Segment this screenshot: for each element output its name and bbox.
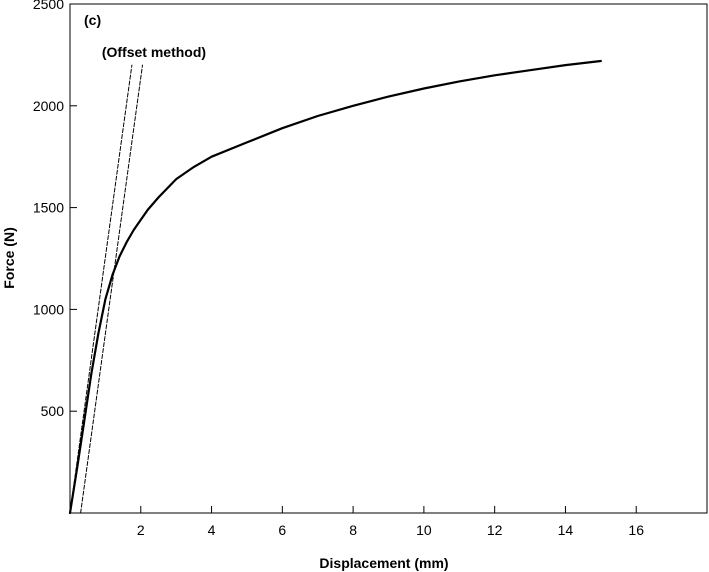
offset-line-1 — [69, 64, 133, 514]
x-tick-label: 14 — [558, 522, 574, 538]
plot-frame — [69, 3, 708, 514]
tick-layer — [70, 3, 637, 513]
offset-method-annotation: (Offset method) — [102, 44, 206, 60]
x-axis-title: Displacement (mm) — [319, 555, 448, 571]
offset-line-2 — [80, 64, 143, 514]
x-tick-label: 12 — [487, 522, 503, 538]
x-tick-label: 4 — [208, 522, 216, 538]
y-axis-title: Force (N) — [1, 227, 17, 288]
force-curve — [68, 59, 602, 515]
x-tick-label: 16 — [628, 522, 644, 538]
series-layer — [68, 59, 602, 515]
y-tick-label: 2000 — [33, 98, 64, 114]
tick-label-layer: 2 4 6 8 10 12 14 16 500 1000 1500 2000 2500 — [33, 0, 644, 538]
y-tick-label: 500 — [41, 403, 65, 419]
y-tick-label: 1500 — [33, 200, 64, 216]
x-tick-label: 10 — [416, 522, 432, 538]
x-tick-label: 6 — [278, 522, 286, 538]
x-tick-label: 2 — [137, 522, 145, 538]
panel-label: (c) — [84, 12, 101, 28]
y-tick-label: 2500 — [33, 0, 64, 12]
y-tick-label: 1000 — [33, 301, 64, 317]
x-tick-label: 8 — [349, 522, 357, 538]
